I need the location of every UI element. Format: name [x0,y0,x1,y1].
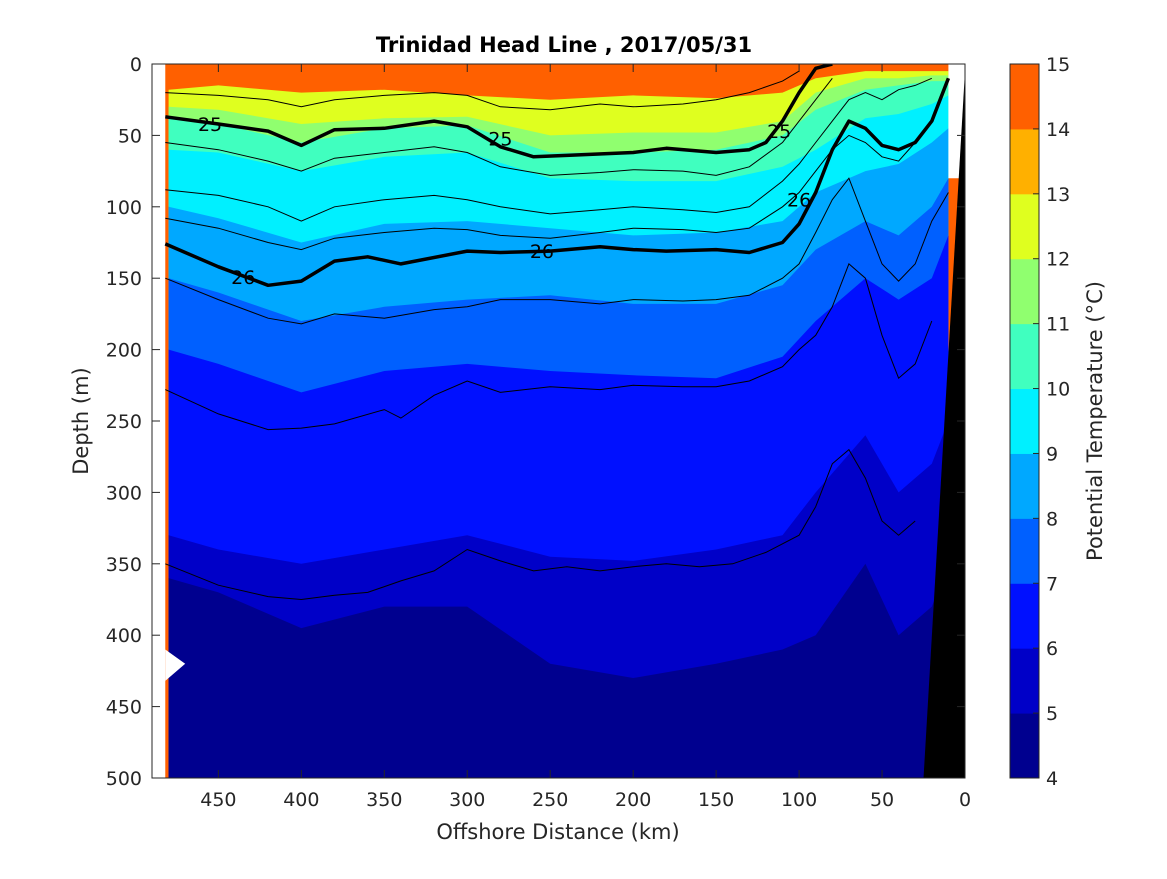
no-data-notch [165,649,186,681]
contour-label-text: 26 [231,267,255,289]
density-contour-layer [165,70,949,601]
y-tick-label: 500 [106,768,142,790]
density-contour-6 [165,448,916,601]
contour-label-text: 25 [767,121,791,143]
colorbar-tick-label: 6 [1046,638,1058,660]
density-contour-25 [165,64,833,159]
contour-label-5: 26 [231,267,255,289]
density-contour-1 [165,77,833,176]
colorbar-tick-label: 10 [1046,379,1070,401]
contour-label-text: 25 [198,114,222,136]
y-axis-ticks: 0 50 100 150 200 250 300 350 400 450 500 [106,54,965,790]
y-axis-label: Depth (m) [69,367,93,474]
colorbar-segment [1010,388,1039,454]
y-tick-label: 300 [106,482,142,504]
colorbar-tick-label: 9 [1046,443,1058,465]
x-axis-label: Offshore Distance (km) [436,820,679,844]
x-tick-label: 0 [959,789,971,811]
y-tick-label: 450 [106,697,142,719]
x-tick-label: 400 [283,789,319,811]
y-tick-label: 400 [106,625,142,647]
colorbar-tick-label: 5 [1046,703,1058,725]
colorbar-segment [1010,713,1039,779]
y-tick-label: 250 [106,411,142,433]
temperature-fill-layer [152,64,965,778]
colorbar-tick-label: 7 [1046,573,1058,595]
colorbar-segment [1010,258,1039,325]
colorbar-segment [1010,193,1039,260]
contour-label-4: 26 [787,190,811,212]
x-tick-label: 150 [698,789,734,811]
colorbar-tick-label: 13 [1046,184,1070,206]
colorbar-segment [1010,64,1039,130]
x-tick-label: 450 [200,789,236,811]
colorbar-tick-label: 15 [1046,54,1070,76]
colorbar-frame [1009,63,1040,779]
colorbar-tick-label: 4 [1046,768,1058,790]
colorbar-segment [1010,518,1039,584]
y-tick-label: 50 [118,125,142,147]
y-tick-label: 0 [130,54,142,76]
colorbar-segment [1010,128,1039,195]
colorbar-segment [1010,323,1039,390]
x-tick-label: 250 [532,789,568,811]
contour-label-text: 26 [787,190,811,212]
temp-band-5 [168,563,949,778]
colorbar-tick-label: 11 [1046,314,1070,336]
contour-label-layer: 25 25 25 26 26 26 [198,114,811,289]
contour-label-text: 26 [530,241,554,263]
labeled-density-contour-layer [164,64,951,288]
contour-label-3: 26 [530,241,554,263]
colorbar-tick-label: 12 [1046,249,1070,271]
x-tick-label: 300 [449,789,485,811]
colorbar-label: Potential Temperature (°C) [1083,281,1107,561]
colorbar-ticks: 4 5 6 7 8 9 10 11 12 13 14 15 [1033,54,1070,790]
colorbar-segment [1010,453,1039,519]
contour-label-1: 25 [488,128,512,150]
contour-label-0: 25 [198,114,222,136]
y-tick-label: 100 [106,197,142,219]
density-contour-5 [165,263,933,431]
density-contour-0 [165,70,800,111]
x-tick-label: 50 [870,789,894,811]
density-contour-26 [164,77,951,288]
x-axis-ticks: 450 400 350 300 250 200 150 100 50 0 [200,64,971,811]
seafloor-wedge [923,71,965,778]
x-tick-label: 200 [615,789,651,811]
y-tick-label: 200 [106,340,142,362]
y-tick-label: 350 [106,554,142,576]
density-contour-2 [165,77,932,222]
colorbar-tick-label: 14 [1046,119,1070,141]
contour-label-2: 25 [767,121,791,143]
density-contour-4 [165,177,949,325]
colorbar [1009,63,1040,779]
x-tick-label: 100 [781,789,817,811]
bathymetry-layer [923,71,965,778]
colorbar-tick-label: 8 [1046,508,1058,530]
colorbar-segment [1010,648,1039,714]
chart-title: Trinidad Head Line , 2017/05/31 [376,33,752,57]
colorbar-segment [1010,583,1039,649]
y-tick-label: 150 [106,268,142,290]
x-tick-label: 350 [366,789,402,811]
contour-label-text: 25 [488,128,512,150]
density-contour-3 [165,120,933,251]
